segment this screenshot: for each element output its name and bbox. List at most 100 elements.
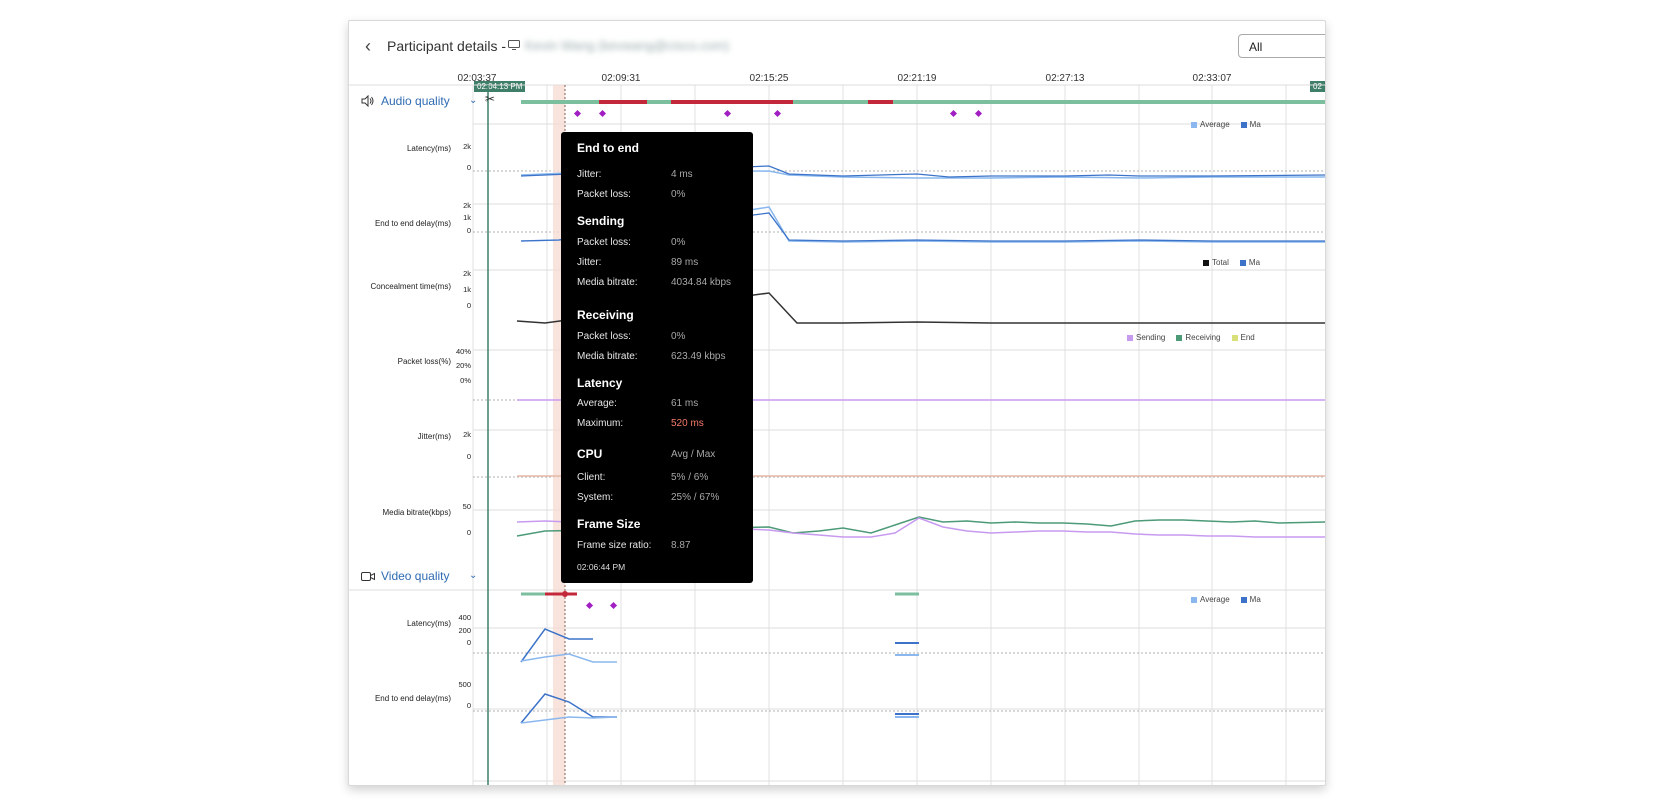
metrics-tooltip: End to end Jitter: 4 ms Packet loss: 0% …	[561, 132, 753, 583]
audio-concealment-legend: Total Ma	[1203, 258, 1260, 267]
row-separators	[349, 84, 1325, 782]
legend-item[interactable]: Total	[1212, 258, 1229, 267]
audio-packet-loss-label: Packet loss(%)	[397, 357, 451, 366]
video-latency-max-line	[520, 628, 593, 663]
y-tick: 500	[458, 680, 471, 689]
legend-item[interactable]: Average	[1200, 120, 1230, 129]
tooltip-section-title: Receiving	[577, 308, 634, 322]
start-time-flag: 02:04:13 PM	[474, 81, 526, 92]
time-tick: 02:09:31	[601, 73, 641, 84]
participant-details-panel: ‹ Participant details - Kevin Wang (kevw…	[348, 20, 1326, 786]
legend-item[interactable]: Ma	[1248, 258, 1261, 267]
tooltip-key: Jitter:	[577, 257, 602, 268]
back-icon[interactable]: ‹	[365, 36, 371, 56]
tooltip-value: 4034.84 kbps	[671, 277, 732, 288]
audio-latency-legend: Average Ma	[1191, 120, 1261, 129]
y-tick: 50	[462, 502, 471, 511]
legend-item[interactable]: Average	[1200, 595, 1230, 604]
tooltip-key: Maximum:	[577, 418, 624, 429]
video-quality-section[interactable]: Video quality	[361, 569, 450, 583]
legend-swatch	[1191, 596, 1197, 603]
speaker-icon	[361, 95, 374, 107]
legend-swatch	[1231, 334, 1238, 341]
video-e2e-average-line	[520, 716, 618, 724]
participant-name: Kevin Wang (kevwang@cisco.com)	[525, 38, 730, 53]
tooltip-value: 8.87	[671, 540, 691, 551]
audio-bitrate-sending-line	[516, 517, 1325, 538]
y-tick: 1k	[463, 213, 471, 222]
y-tick: 2k	[463, 201, 471, 210]
y-tick: 20%	[455, 361, 471, 370]
y-tick: 0	[466, 301, 471, 310]
video-latency-legend: Average Ma	[1191, 595, 1261, 604]
video-event-markers	[585, 601, 618, 610]
tooltip-key: System:	[577, 492, 614, 503]
filter-dropdown[interactable]: All	[1238, 34, 1325, 58]
audio-packet-loss-legend: Sending Receiving End	[1127, 333, 1255, 342]
tooltip-key: Packet loss:	[577, 189, 631, 200]
y-tick: 0	[466, 163, 471, 172]
legend-swatch	[1239, 259, 1246, 266]
tooltip-key: Media bitrate:	[577, 277, 638, 288]
video-latency-average-line	[520, 653, 617, 663]
tooltip-key: Frame size ratio:	[577, 540, 652, 551]
tooltip-value: Avg / Max	[671, 449, 716, 460]
tooltip-section-title: Sending	[577, 214, 625, 228]
legend-swatch	[1240, 121, 1247, 128]
legend-swatch	[1191, 121, 1197, 128]
legend-swatch	[1240, 596, 1247, 603]
audio-expand-chevron-icon[interactable]: ⌄	[469, 95, 478, 106]
audio-quality-section[interactable]: Audio quality	[361, 94, 450, 108]
legend-item[interactable]: End	[1240, 333, 1255, 342]
tooltip-value: 0%	[671, 331, 686, 342]
tooltip-timestamp: 02:06:44 PM	[577, 562, 626, 572]
tooltip-value: 89 ms	[671, 257, 699, 268]
legend-item[interactable]: Ma	[1249, 595, 1261, 604]
y-tick: 40%	[455, 347, 471, 356]
video-cursor-dot	[562, 591, 568, 597]
tooltip-section-title: Latency	[577, 376, 623, 390]
quality-charts	[349, 84, 1325, 785]
time-tick: 02:27:13	[1045, 73, 1085, 84]
audio-concealment-label: Concealment time(ms)	[370, 282, 451, 291]
tooltip-value: 0%	[671, 189, 686, 200]
y-tick: 0	[466, 638, 471, 647]
tooltip-value-alert: 520 ms	[671, 418, 704, 429]
y-tick: 2k	[463, 142, 471, 151]
grid-lines	[472, 85, 1287, 785]
legend-item[interactable]: Sending	[1136, 333, 1166, 342]
audio-latency-label: Latency(ms)	[406, 144, 451, 153]
tooltip-key: Media bitrate:	[577, 351, 638, 362]
y-tick: 0%	[460, 376, 471, 385]
y-tick: 0	[466, 452, 471, 461]
audio-bitrate-label: Media bitrate(kbps)	[382, 508, 451, 517]
y-tick: 0	[466, 226, 471, 235]
legend-item[interactable]: Receiving	[1185, 333, 1221, 342]
legend-swatch	[1203, 259, 1209, 266]
audio-event-markers	[573, 109, 983, 118]
tooltip-value: 623.49 kbps	[671, 351, 726, 362]
legend-swatch	[1176, 334, 1183, 341]
audio-bitrate-receiving-line	[516, 516, 1325, 537]
tooltip-section-title: CPU	[577, 447, 603, 461]
end-time-flag: 02	[1310, 81, 1325, 92]
tooltip-value: 5% / 6%	[671, 472, 709, 483]
y-tick: 0	[466, 528, 471, 537]
legend-item[interactable]: Ma	[1249, 120, 1261, 129]
video-camera-icon	[361, 571, 375, 581]
video-quality-label: Video quality	[381, 569, 450, 583]
y-tick: 400	[458, 613, 471, 622]
tooltip-key: Jitter:	[577, 169, 602, 180]
filter-value: All	[1249, 40, 1263, 54]
tooltip-value: 61 ms	[671, 398, 699, 409]
time-tick: 02:21:19	[897, 73, 937, 84]
scissors-icon[interactable]: ✂	[485, 92, 496, 106]
y-tick: 0	[466, 701, 471, 710]
y-tick: 200	[458, 626, 471, 635]
tooltip-key: Packet loss:	[577, 331, 631, 342]
audio-latency-max-line	[520, 165, 1325, 178]
video-expand-chevron-icon[interactable]: ⌄	[469, 570, 478, 581]
tooltip-section-title: Frame Size	[577, 517, 641, 531]
tooltip-value: 4 ms	[671, 169, 693, 180]
y-tick: 2k	[463, 430, 471, 439]
